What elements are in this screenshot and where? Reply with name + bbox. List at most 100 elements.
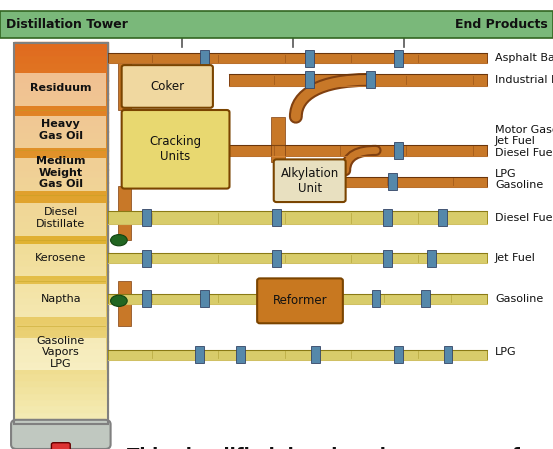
Bar bbox=[14, 201, 108, 208]
Text: Industrial Fuel: Industrial Fuel bbox=[495, 75, 553, 85]
Bar bbox=[108, 350, 487, 360]
Bar bbox=[15, 73, 106, 106]
FancyBboxPatch shape bbox=[51, 443, 70, 449]
FancyBboxPatch shape bbox=[122, 65, 213, 108]
Text: This simplified drawing shows many of
a refinery's most important processes.: This simplified drawing shows many of a … bbox=[127, 447, 520, 449]
Bar bbox=[14, 93, 108, 100]
Bar bbox=[14, 373, 108, 380]
Bar bbox=[14, 316, 108, 322]
Bar bbox=[14, 386, 108, 392]
Bar bbox=[340, 294, 487, 304]
Text: Medium
Weight
Gas Oil: Medium Weight Gas Oil bbox=[36, 156, 86, 189]
Bar bbox=[14, 80, 108, 87]
Bar bbox=[14, 297, 108, 304]
Bar bbox=[14, 131, 108, 138]
Bar bbox=[14, 271, 108, 278]
Text: End Products: End Products bbox=[455, 18, 547, 31]
Bar bbox=[14, 379, 108, 386]
Bar bbox=[14, 119, 108, 125]
Bar bbox=[427, 250, 436, 267]
Bar bbox=[14, 74, 108, 81]
FancyBboxPatch shape bbox=[11, 420, 111, 449]
Bar bbox=[229, 145, 487, 156]
Bar bbox=[14, 214, 108, 221]
Bar bbox=[383, 250, 392, 267]
Bar bbox=[118, 186, 131, 240]
Bar bbox=[305, 71, 314, 88]
Text: Gasoline
Vapors
LPG: Gasoline Vapors LPG bbox=[36, 336, 85, 369]
Bar bbox=[14, 329, 108, 335]
Bar bbox=[311, 346, 320, 363]
Bar bbox=[394, 346, 403, 363]
Text: Diesel Fuel: Diesel Fuel bbox=[495, 213, 553, 223]
Bar bbox=[15, 244, 106, 276]
Bar bbox=[14, 392, 108, 399]
Bar bbox=[272, 250, 281, 267]
Bar bbox=[14, 265, 108, 272]
Bar bbox=[200, 290, 209, 307]
Bar bbox=[271, 117, 285, 162]
Bar bbox=[14, 252, 108, 259]
Bar bbox=[118, 281, 131, 326]
Bar bbox=[14, 195, 108, 202]
Bar bbox=[14, 348, 108, 354]
Bar bbox=[14, 291, 108, 297]
Bar bbox=[394, 142, 403, 159]
Text: Heavy
Gas Oil: Heavy Gas Oil bbox=[39, 119, 83, 141]
Bar bbox=[366, 71, 375, 88]
Bar bbox=[14, 125, 108, 132]
Bar bbox=[195, 346, 204, 363]
Text: Gasoline: Gasoline bbox=[495, 294, 543, 304]
Text: Coker: Coker bbox=[150, 80, 184, 93]
Bar bbox=[15, 116, 106, 148]
Bar bbox=[14, 411, 108, 418]
Bar bbox=[229, 74, 487, 85]
Bar bbox=[14, 335, 108, 342]
Bar bbox=[14, 189, 108, 195]
Bar bbox=[14, 360, 108, 367]
Bar bbox=[272, 209, 281, 226]
FancyBboxPatch shape bbox=[274, 159, 346, 202]
Bar bbox=[14, 99, 108, 106]
Bar bbox=[15, 284, 106, 317]
Bar bbox=[142, 290, 151, 307]
Bar bbox=[15, 338, 106, 370]
Bar bbox=[14, 398, 108, 405]
Text: Distillation Tower: Distillation Tower bbox=[6, 18, 127, 31]
Bar bbox=[14, 341, 108, 348]
Bar bbox=[14, 163, 108, 170]
Text: Reformer: Reformer bbox=[273, 295, 327, 307]
Text: Cracking
Units: Cracking Units bbox=[149, 135, 202, 163]
Bar bbox=[14, 284, 108, 291]
Bar bbox=[14, 144, 108, 151]
Bar bbox=[388, 173, 397, 190]
Bar bbox=[14, 418, 108, 424]
Bar bbox=[14, 112, 108, 119]
Bar bbox=[383, 209, 392, 226]
Text: LPG: LPG bbox=[495, 348, 517, 357]
Bar bbox=[14, 55, 108, 62]
Text: Diesel
Distillate: Diesel Distillate bbox=[36, 207, 86, 229]
Text: Alkylation
Unit: Alkylation Unit bbox=[280, 167, 339, 195]
Bar bbox=[372, 290, 380, 307]
Bar bbox=[14, 239, 108, 246]
Bar bbox=[236, 346, 245, 363]
Bar bbox=[14, 68, 108, 75]
Bar bbox=[14, 176, 108, 183]
Bar bbox=[14, 106, 108, 113]
Bar bbox=[14, 61, 108, 68]
Bar bbox=[14, 227, 108, 233]
Bar bbox=[421, 290, 430, 307]
Bar bbox=[14, 182, 108, 189]
Text: Kerosene: Kerosene bbox=[35, 253, 86, 263]
Bar bbox=[108, 53, 487, 63]
Bar bbox=[14, 303, 108, 310]
Text: Jet Fuel: Jet Fuel bbox=[495, 253, 536, 263]
Bar bbox=[14, 405, 108, 412]
Bar bbox=[14, 207, 108, 214]
Text: Naptha: Naptha bbox=[40, 294, 81, 304]
Bar bbox=[14, 150, 108, 157]
Bar bbox=[142, 250, 151, 267]
Bar bbox=[118, 58, 131, 110]
Bar bbox=[0, 11, 553, 38]
